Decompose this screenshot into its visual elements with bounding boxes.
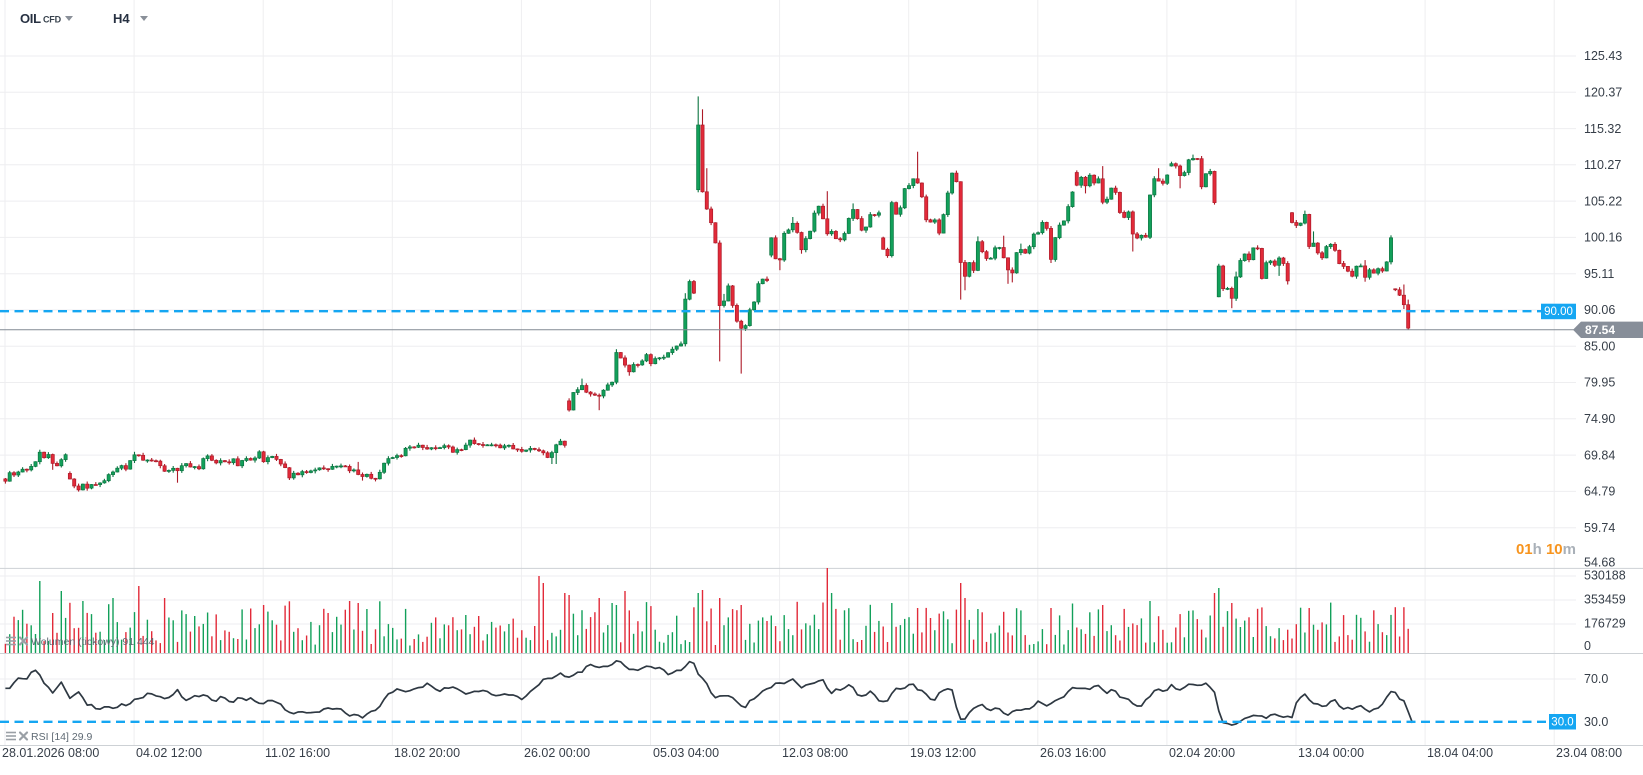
svg-text:79.95: 79.95 [1584, 376, 1615, 390]
svg-text:11.02 16:00: 11.02 16:00 [265, 746, 330, 760]
svg-text:13.04 00:00: 13.04 00:00 [1298, 746, 1364, 760]
svg-text:18.04 04:00: 18.04 04:00 [1427, 746, 1493, 760]
svg-text:26.03 16:00: 26.03 16:00 [1040, 746, 1106, 760]
svg-text:19.03 12:00: 19.03 12:00 [910, 746, 976, 760]
svg-text:28.01.2026 08:00: 28.01.2026 08:00 [2, 746, 99, 760]
svg-text:530188: 530188 [1584, 569, 1626, 583]
svg-text:02.04 20:00: 02.04 20:00 [1169, 746, 1235, 760]
svg-text:95.11: 95.11 [1584, 267, 1614, 281]
svg-text:125.43: 125.43 [1584, 49, 1622, 63]
svg-text:30.0: 30.0 [1551, 717, 1573, 729]
svg-text:115.32: 115.32 [1584, 122, 1621, 136]
svg-text:120.37: 120.37 [1584, 86, 1622, 100]
svg-text:90.06: 90.06 [1584, 303, 1615, 317]
svg-text:54.68: 54.68 [1584, 556, 1615, 570]
svg-text:59.74: 59.74 [1584, 521, 1615, 535]
svg-text:85.00: 85.00 [1584, 340, 1615, 354]
svg-text:26.02 00:00: 26.02 00:00 [524, 746, 590, 760]
svg-text:353459: 353459 [1584, 593, 1626, 607]
svg-text:RSI [14] 29.9: RSI [14] 29.9 [31, 731, 92, 743]
svg-text:05.03 04:00: 05.03 04:00 [653, 746, 719, 760]
svg-text:CFD: CFD [43, 15, 62, 25]
svg-text:105.22: 105.22 [1584, 194, 1622, 208]
svg-text:176729: 176729 [1584, 617, 1626, 631]
svg-text:110.27: 110.27 [1584, 158, 1621, 172]
svg-text:04.02 12:00: 04.02 12:00 [136, 746, 202, 760]
svg-text:23.04 08:00: 23.04 08:00 [1556, 746, 1622, 760]
svg-text:74.90: 74.90 [1584, 412, 1615, 426]
svg-text:18.02 20:00: 18.02 20:00 [394, 746, 460, 760]
svg-text:30.0: 30.0 [1584, 715, 1608, 729]
svg-text:01h 10m: 01h 10m [1516, 541, 1576, 558]
svg-text:90.00: 90.00 [1544, 306, 1573, 318]
svg-text:Wolumen (tickowy) 91 444: Wolumen (tickowy) 91 444 [31, 636, 155, 648]
svg-text:64.79: 64.79 [1584, 485, 1615, 499]
svg-text:69.84: 69.84 [1584, 448, 1615, 462]
svg-text:0: 0 [1584, 639, 1591, 653]
svg-text:OIL: OIL [20, 11, 41, 26]
svg-text:87.54: 87.54 [1585, 323, 1615, 337]
svg-text:70.0: 70.0 [1584, 672, 1608, 686]
svg-text:100.16: 100.16 [1584, 231, 1622, 245]
svg-text:12.03 08:00: 12.03 08:00 [782, 746, 848, 760]
svg-text:H4: H4 [113, 11, 130, 26]
